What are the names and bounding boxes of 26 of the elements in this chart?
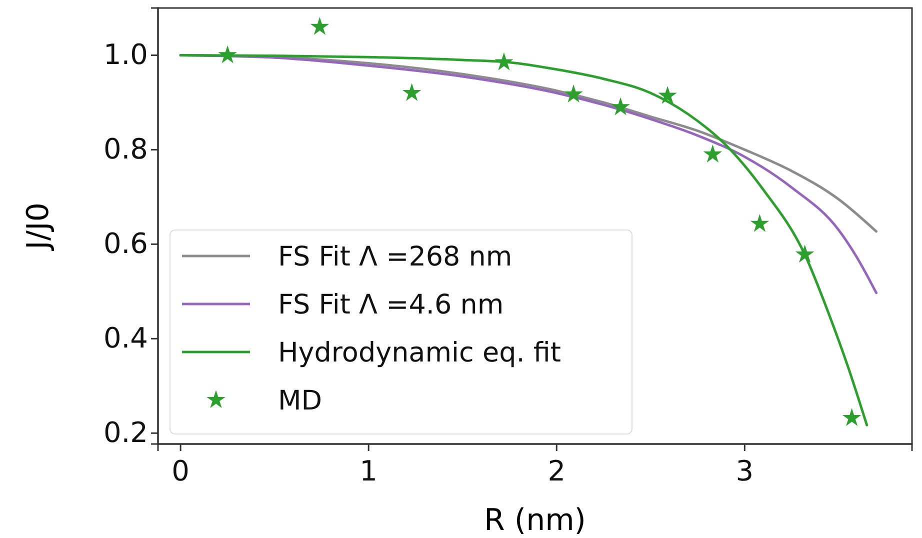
point [310,16,330,35]
point [658,86,677,104]
legend-label: FS Fit Λ =268 nm [278,241,512,272]
y-tick-label: 1.0 [103,38,148,72]
point [750,214,770,232]
x-tick-label: 0 [172,454,190,488]
y-tick-label: 0.8 [103,132,148,166]
y-tick-label: 0.6 [103,227,148,260]
point [611,97,630,116]
x-tick-label: 1 [360,454,378,488]
x-tick-label: 2 [548,454,566,488]
y-axis-title: J/J0 [21,202,56,252]
point [564,84,583,102]
point [842,408,862,426]
point [402,83,422,102]
x-tick-label: 3 [736,454,754,488]
y-tick-label: 0.2 [103,416,148,450]
legend-label: MD [278,385,322,416]
legend-label: Hydrodynamic eq. fit [278,337,561,368]
y-tick-label: 0.4 [103,322,148,355]
point [494,52,514,70]
point [795,244,814,263]
point [703,144,722,162]
x-axis-title: R (nm) [484,503,586,538]
point [218,45,237,64]
legend-label: FS Fit Λ =4.6 nm [278,289,504,320]
